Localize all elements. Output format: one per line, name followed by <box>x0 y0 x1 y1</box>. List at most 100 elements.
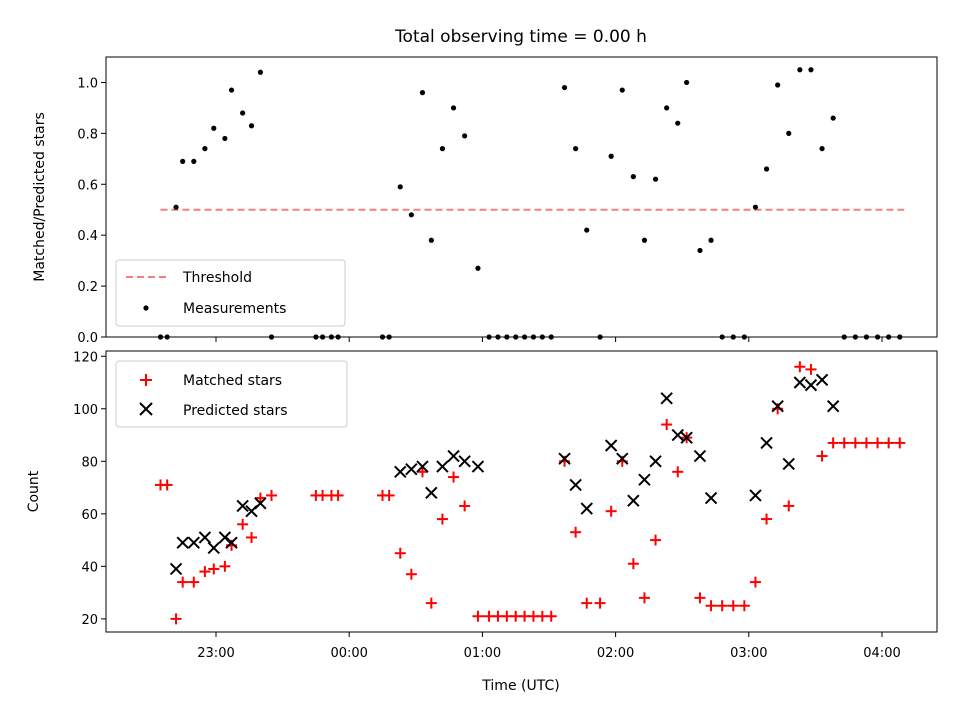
top-plot-marks <box>157 67 905 340</box>
measurement-point <box>697 247 703 254</box>
predicted-star-point <box>826 399 840 413</box>
measurement-point <box>830 115 836 121</box>
bottom-legend: Matched stars Predicted stars <box>115 360 348 428</box>
matched-star-point <box>266 489 277 501</box>
measurement-point <box>684 79 690 86</box>
matched-star-point <box>254 492 266 504</box>
bottom-y-tick-label: 60 <box>81 508 98 523</box>
predicted-star-point <box>198 531 212 544</box>
matched-star-point <box>860 437 872 449</box>
matched-star-point <box>177 576 189 588</box>
matched-star-point <box>738 600 750 612</box>
matched-star-point <box>672 466 684 478</box>
top-axes-frame <box>105 56 938 338</box>
chart-title: Total observing time = 0.00 h <box>394 27 647 47</box>
measurement-point <box>608 153 614 159</box>
predicted-star-point <box>760 436 773 450</box>
measurement-point <box>775 82 781 88</box>
measurement-point <box>462 133 468 139</box>
predicted-star-point <box>793 376 807 389</box>
predicted-star-point <box>558 452 571 465</box>
predicted-star-point <box>254 497 267 510</box>
predicted-star-point <box>416 460 429 473</box>
top-y-tick-label: 0.6 <box>77 178 98 193</box>
bottom-legend-box <box>115 360 348 428</box>
predicted-star-point <box>660 392 673 405</box>
top-y-tick-label: 0.0 <box>77 331 98 346</box>
predicted-star-point <box>187 536 201 549</box>
measurement-point <box>630 174 636 180</box>
measurement-point <box>664 105 670 111</box>
measurement-point <box>786 130 792 136</box>
x-tick-label: 02:00 <box>597 646 634 661</box>
matched-star-point <box>650 534 662 546</box>
predicted-star-point <box>804 378 818 392</box>
measurement-point <box>561 84 568 91</box>
matched-star-point <box>638 592 650 604</box>
measurement-point <box>584 227 590 233</box>
legend-matched-label: Matched stars <box>183 373 282 389</box>
legend-predicted-swatch <box>139 402 153 416</box>
predicted-star-point <box>169 562 183 576</box>
measurement-point <box>248 123 255 129</box>
matched-star-point <box>581 597 593 609</box>
matched-star-point <box>416 466 428 478</box>
matched-star-point <box>816 450 828 462</box>
matched-star-point <box>838 437 850 449</box>
measurement-point <box>619 87 625 93</box>
matched-star-point <box>805 363 817 375</box>
matched-star-point <box>383 489 395 501</box>
measurement-point <box>475 265 481 271</box>
x-tick-label: 23:00 <box>197 646 234 661</box>
bottom-y-tick-label: 20 <box>81 613 98 628</box>
measurement-point <box>652 176 659 182</box>
matched-star-point <box>594 597 606 609</box>
predicted-star-point <box>425 486 438 500</box>
matched-star-point <box>872 437 884 449</box>
predicted-star-point <box>649 455 662 468</box>
predicted-star-point <box>447 449 460 463</box>
matched-star-point <box>425 597 437 609</box>
measurement-point <box>257 69 263 75</box>
measurement-point <box>202 146 208 152</box>
matched-star-point <box>894 437 906 449</box>
matched-star-point <box>627 558 639 570</box>
predicted-star-point <box>580 502 593 515</box>
legend-measurements-swatch <box>143 305 149 311</box>
top-y-tick-label: 0.2 <box>77 280 98 295</box>
measurement-point <box>819 146 825 152</box>
matched-star-point <box>436 513 448 525</box>
bottom-plot-marks <box>155 361 906 625</box>
bottom-panel: 20 40 60 80 100 120 23:00 00:00 01:00 02:00 03:00 0… <box>26 350 938 694</box>
matched-star-point <box>661 419 673 431</box>
matched-star-point <box>794 361 806 373</box>
x-axis-label: Time (UTC) <box>481 678 559 694</box>
matched-star-point <box>761 513 773 525</box>
predicted-star-point <box>782 457 795 471</box>
predicted-star-point <box>394 465 407 479</box>
measurement-point <box>419 90 426 96</box>
matched-star-point <box>783 500 795 512</box>
predicted-star-point <box>405 462 418 476</box>
matched-star-point <box>694 592 706 604</box>
measurement-point <box>675 120 681 126</box>
top-legend-box <box>115 259 346 327</box>
matched-star-point <box>170 613 182 625</box>
measurement-point <box>228 87 235 93</box>
matched-star-point <box>849 437 861 449</box>
matched-star-point <box>605 505 617 517</box>
bottom-y-axis-label: Count <box>26 470 42 512</box>
predicted-star-point <box>680 431 693 444</box>
matched-star-point <box>219 560 231 572</box>
matched-star-point <box>545 610 557 622</box>
predicted-star-point <box>458 455 471 468</box>
bottom-y-tick-label: 120 <box>73 350 98 365</box>
bottom-y-tick-label: 40 <box>81 560 98 575</box>
matched-star-point <box>237 518 249 530</box>
predicted-star-point <box>671 428 684 442</box>
predicted-star-point <box>604 439 618 452</box>
measurement-point <box>573 146 579 152</box>
measurement-point <box>191 158 197 164</box>
bottom-y-tick-label: 80 <box>81 455 98 470</box>
measurement-point <box>211 125 217 131</box>
